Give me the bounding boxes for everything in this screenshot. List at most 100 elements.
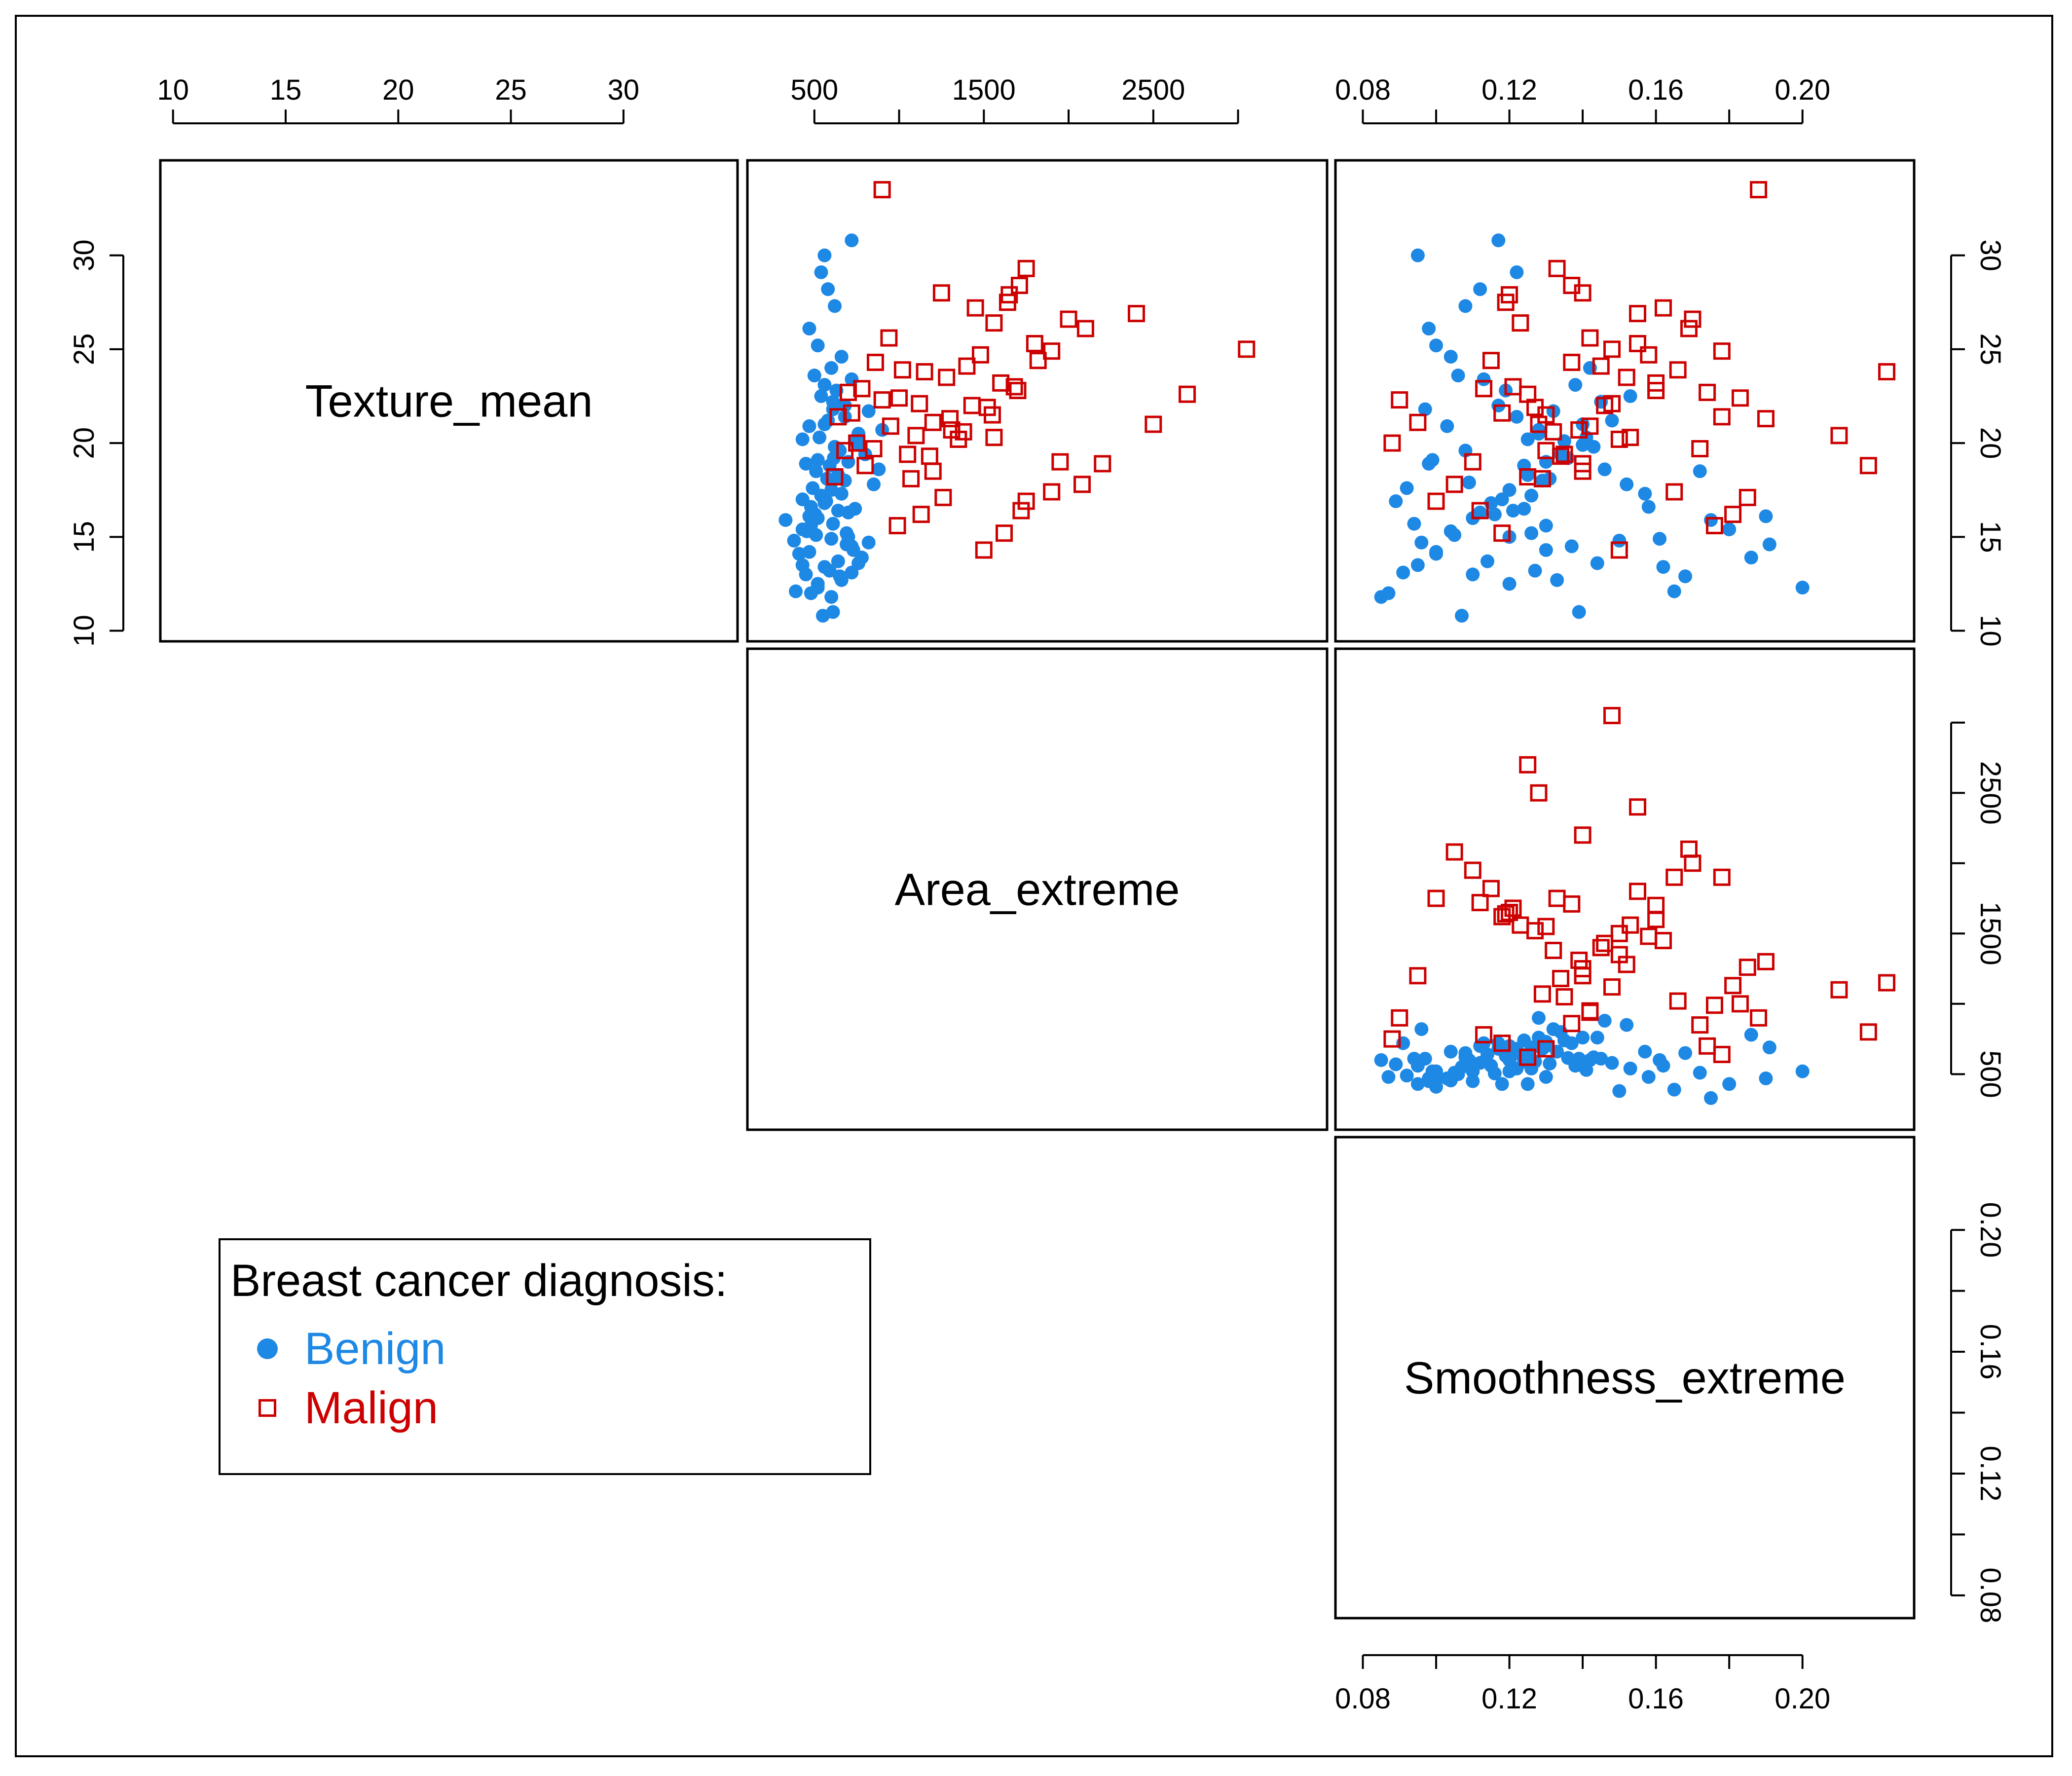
benign-point [1414, 1022, 1429, 1036]
benign-point [851, 427, 866, 441]
malign-point [1647, 911, 1665, 928]
benign-point [827, 299, 842, 313]
malign-point [1545, 423, 1562, 441]
malign-point [1592, 357, 1610, 375]
tick-label: 0.08 [1335, 1683, 1391, 1715]
malign-point [1537, 918, 1555, 935]
benign-point [1455, 609, 1469, 623]
benign-point [1524, 526, 1539, 540]
benign-point [1520, 1077, 1535, 1091]
axes-layer: 10 15 20 25 30 500 1500 2500 0.08 0.12 0.16 0.20 0.0… [68, 74, 2006, 1715]
benign-point [1528, 563, 1542, 578]
benign-point [1462, 1053, 1476, 1067]
benign-point [1597, 1014, 1612, 1028]
benign-point [1520, 432, 1535, 446]
tick-label: 500 [790, 74, 838, 106]
malign-point [958, 357, 976, 375]
malign-point [1073, 476, 1091, 493]
benign-point [1543, 1056, 1557, 1071]
malign-point [1669, 992, 1687, 1010]
tick-label: 25 [495, 74, 527, 106]
benign-point [1410, 558, 1425, 572]
tick-label: 0.16 [1974, 1324, 2006, 1380]
benign-point [1623, 389, 1637, 403]
malign-point [1391, 391, 1408, 409]
benign-point [1576, 1031, 1590, 1045]
benign-point [845, 233, 859, 248]
malign-point [1750, 1009, 1768, 1027]
malign-point [1574, 455, 1591, 473]
benign-point [811, 338, 825, 353]
malign-point [1060, 310, 1077, 328]
malign-point [941, 410, 959, 428]
benign-point [821, 282, 835, 296]
malign-point [1654, 932, 1672, 950]
benign-point [1443, 1044, 1458, 1059]
tick-label: 30 [1974, 239, 2006, 271]
benign-point [807, 369, 821, 383]
benign-point [851, 438, 866, 452]
points-layer [778, 181, 1895, 1105]
benign-point [1656, 1059, 1670, 1073]
benign-point [806, 481, 820, 495]
benign-point [872, 462, 886, 477]
malign-point [829, 408, 847, 426]
benign-point [861, 535, 876, 550]
tick-label: 25 [1974, 333, 2006, 366]
malign-point [1563, 1015, 1581, 1033]
benign-point [1693, 1066, 1707, 1080]
malign-point [1475, 380, 1493, 398]
malign-point [1238, 340, 1256, 358]
malign-point [1647, 374, 1665, 392]
benign-point [1759, 509, 1773, 523]
benign-point [834, 350, 849, 364]
malign-point [888, 517, 906, 534]
malign-point [1563, 354, 1581, 371]
benign-point [1572, 1051, 1586, 1066]
malign-point [865, 440, 883, 458]
benign-point [1744, 551, 1758, 565]
malign-point [1878, 363, 1895, 381]
benign-point [831, 504, 845, 518]
malign-point [1383, 434, 1401, 452]
benign-point [1400, 1069, 1414, 1083]
malign-point [1464, 861, 1481, 879]
malign-point [1482, 352, 1500, 370]
malign-point [1475, 1026, 1493, 1044]
malign-point [1427, 889, 1445, 907]
malign-point [1445, 843, 1463, 861]
tick-label: 1500 [1974, 902, 2006, 965]
benign-point [846, 543, 860, 557]
malign-point [1555, 445, 1573, 463]
benign-point [1407, 1051, 1421, 1066]
malign-point [975, 541, 993, 559]
benign-point [778, 513, 793, 527]
benign-point [1425, 453, 1440, 467]
malign-point [907, 427, 925, 444]
tick-label: 10 [1974, 615, 2006, 647]
benign-point [1480, 554, 1495, 568]
malign-point [1665, 868, 1683, 886]
malign-point [1464, 453, 1481, 471]
legend-label-benign: Benign [304, 1323, 446, 1374]
malign-point [839, 383, 857, 401]
benign-point [824, 361, 839, 375]
malign-point [1640, 927, 1658, 945]
benign-point [799, 567, 813, 582]
malign-point [1665, 483, 1683, 501]
malign-point [856, 457, 874, 475]
benign-point [1568, 378, 1583, 392]
benign-point [1466, 567, 1480, 582]
benign-point [1425, 1064, 1440, 1078]
filled-circle-icon [250, 1332, 285, 1366]
malign-point [1574, 826, 1591, 844]
tick-label: 2500 [1974, 761, 2006, 825]
malign-point [1713, 1045, 1731, 1063]
benign-point [1396, 565, 1410, 580]
benign-point [802, 419, 816, 433]
benign-point [826, 517, 840, 531]
tick-label: 0.20 [1775, 74, 1830, 106]
benign-point [1722, 1077, 1737, 1091]
malign-point [1705, 517, 1723, 534]
malign-point [1684, 310, 1702, 328]
